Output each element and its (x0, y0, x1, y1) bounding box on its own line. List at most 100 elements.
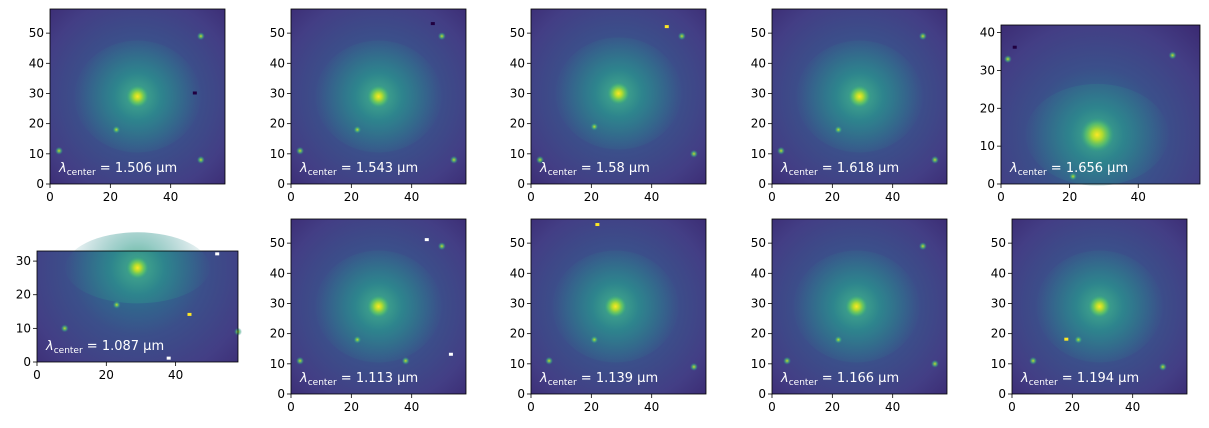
axes-frame (36, 250, 239, 363)
point-source (112, 300, 121, 309)
bad-pixel (192, 91, 197, 95)
galaxy-core (603, 294, 628, 319)
point-source (783, 356, 792, 365)
bad-pixel (424, 238, 429, 242)
wavelength-label: λcenter = 1.087 μm (45, 339, 164, 356)
y-tick-label: 0 (277, 387, 285, 401)
y-tick-label: 0 (36, 177, 44, 191)
y-tick-label: 10 (29, 147, 44, 161)
y-tick-label: 20 (991, 327, 1006, 341)
y-tick-label: 40 (29, 56, 44, 70)
x-tick-label: 0 (287, 190, 295, 204)
wavelength-label: λcenter = 1.166 μm (780, 371, 899, 388)
x-tick-label: 40 (163, 190, 178, 204)
panel-10: 0 20 40 0 10 20 30 40 50 λcenter = 1.194 μm (991, 218, 1188, 414)
point-source (1069, 172, 1078, 181)
point-source (545, 356, 554, 365)
wavelength-label: λcenter = 1.543 μm (299, 161, 418, 178)
y-tick-label: 50 (270, 236, 285, 250)
x-tick-label: 20 (344, 190, 359, 204)
y-tick-label: 20 (751, 327, 766, 341)
bad-pixel (215, 252, 220, 256)
axes-frame (530, 218, 707, 395)
x-tick-label: 0 (33, 368, 41, 382)
x-tick-label: 40 (885, 190, 900, 204)
y-tick-label: 10 (510, 147, 525, 161)
y-tick-label: 10 (16, 321, 31, 335)
x-tick-label: 0 (287, 400, 295, 414)
point-source (449, 155, 458, 164)
y-tick-label: 0 (23, 355, 31, 369)
y-tick-label: 30 (29, 86, 44, 100)
point-source (353, 125, 362, 134)
axes-frame (771, 218, 948, 395)
point-source (55, 146, 64, 155)
panel-4: 0 20 40 0 10 20 30 40 50 λcenter = 1.618 μm (751, 8, 948, 204)
y-tick-label: 20 (751, 117, 766, 131)
y-tick-label: 10 (991, 357, 1006, 371)
y-tick-label: 30 (510, 296, 525, 310)
point-source (930, 359, 939, 368)
point-source (834, 335, 843, 344)
point-source (437, 242, 446, 251)
point-source (1168, 51, 1177, 60)
x-tick-label: 40 (644, 190, 659, 204)
point-source (930, 155, 939, 164)
point-source (437, 32, 446, 41)
y-tick-label: 40 (980, 26, 995, 40)
panel-3: 0 20 40 0 10 20 30 40 50 λcenter = 1.58 μm (510, 8, 707, 204)
point-source (1029, 356, 1038, 365)
x-tick-label: 20 (825, 190, 840, 204)
y-tick-label: 40 (270, 266, 285, 280)
axes-frame (1000, 24, 1201, 185)
y-tick-label: 40 (751, 56, 766, 70)
x-tick-label: 20 (103, 190, 118, 204)
x-tick-label: 20 (344, 400, 359, 414)
panel-8: 0 20 40 0 10 20 30 40 50 λcenter = 1.139 μm (510, 218, 707, 414)
x-tick-label: 40 (644, 400, 659, 414)
y-tick-label: 30 (991, 296, 1006, 310)
wavelength-label: λcenter = 1.139 μm (539, 371, 658, 388)
y-tick-label: 40 (991, 266, 1006, 280)
wavelength-label: λcenter = 1.618 μm (780, 161, 899, 178)
wavelength-label: λcenter = 1.656 μm (1009, 161, 1128, 178)
bad-pixel (1064, 337, 1069, 341)
y-tick-label: 30 (751, 86, 766, 100)
bad-pixel (1012, 45, 1017, 49)
y-tick-label: 30 (16, 254, 31, 268)
galaxy-core (844, 294, 869, 319)
y-tick-label: 30 (980, 63, 995, 77)
point-source (1074, 335, 1083, 344)
galaxy-core (125, 255, 150, 280)
y-tick-label: 0 (998, 387, 1006, 401)
galaxy-core (606, 81, 631, 106)
y-tick-label: 0 (758, 387, 766, 401)
x-tick-label: 20 (99, 368, 114, 382)
point-source (918, 242, 927, 251)
galaxy-core (1087, 294, 1112, 319)
x-tick-label: 40 (404, 400, 419, 414)
axes-frame (771, 8, 948, 185)
point-source (296, 146, 305, 155)
panel-9: 0 20 40 0 10 20 30 40 50 λcenter = 1.166 μm (751, 218, 948, 414)
y-tick-label: 40 (510, 266, 525, 280)
y-tick-label: 40 (270, 56, 285, 70)
x-tick-label: 40 (885, 400, 900, 414)
y-tick-label: 20 (270, 327, 285, 341)
y-tick-label: 0 (517, 177, 525, 191)
galaxy-core (366, 84, 391, 109)
galaxy-core (1079, 116, 1116, 153)
panel-1: 0 20 40 0 10 20 30 40 50 λcenter = 1.506 μm (29, 8, 226, 204)
x-tick-label: 40 (1125, 400, 1140, 414)
y-tick-label: 20 (510, 327, 525, 341)
y-tick-label: 40 (751, 266, 766, 280)
y-tick-label: 50 (270, 26, 285, 40)
galaxy-core (125, 84, 150, 109)
panel-7: 0 20 40 0 10 20 30 40 50 λcenter = 1.113 μm (270, 218, 467, 414)
point-source (401, 356, 410, 365)
point-source (689, 362, 698, 371)
point-source (1003, 55, 1012, 64)
axes-frame (49, 8, 226, 185)
y-tick-label: 50 (751, 26, 766, 40)
point-source (196, 155, 205, 164)
